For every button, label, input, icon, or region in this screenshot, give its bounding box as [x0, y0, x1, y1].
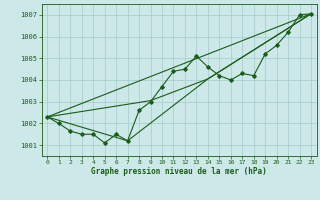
X-axis label: Graphe pression niveau de la mer (hPa): Graphe pression niveau de la mer (hPa) — [91, 167, 267, 176]
